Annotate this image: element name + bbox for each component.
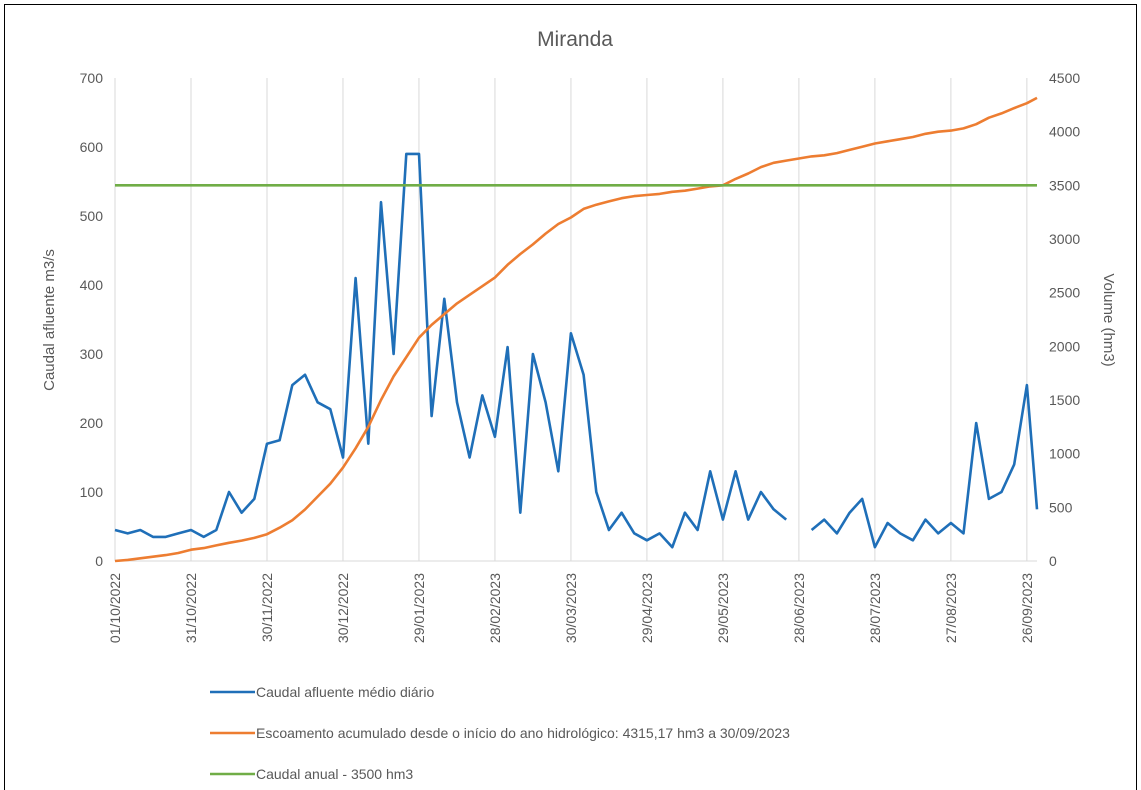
y2-tick-label: 2500 bbox=[1049, 285, 1080, 301]
y2-tick-label: 4000 bbox=[1049, 124, 1080, 140]
y2-tick-label: 4500 bbox=[1049, 70, 1080, 86]
y2-tick-label: 3500 bbox=[1049, 177, 1080, 193]
legend-label: Caudal anual - 3500 hm3 bbox=[256, 766, 413, 782]
y2-tick-label: 2000 bbox=[1049, 338, 1080, 354]
x-tick-label: 31/10/2022 bbox=[183, 573, 199, 643]
x-tick-label: 30/12/2022 bbox=[335, 573, 351, 643]
x-tick-label: 29/04/2023 bbox=[639, 573, 655, 643]
y-tick-label: 0 bbox=[95, 553, 103, 569]
series-line bbox=[114, 96, 1038, 563]
y2-tick-label: 500 bbox=[1049, 499, 1073, 515]
y-tick-label: 100 bbox=[80, 484, 104, 500]
y-tick-label: 400 bbox=[80, 277, 104, 293]
legend-label: Escoamento acumulado desde o início do a… bbox=[256, 725, 790, 741]
y2-tick-label: 1000 bbox=[1049, 446, 1080, 462]
chart-title: Miranda bbox=[537, 28, 613, 51]
y-axis-label: Caudal afluente m3/s bbox=[41, 249, 58, 391]
y2-tick-label: 0 bbox=[1049, 553, 1057, 569]
y2-tick-label: 3000 bbox=[1049, 231, 1080, 247]
x-tick-label: 30/11/2022 bbox=[259, 573, 275, 642]
x-tick-label: 29/05/2023 bbox=[715, 573, 731, 643]
x-tick-label: 26/09/2023 bbox=[1019, 573, 1035, 643]
y-tick-label: 300 bbox=[80, 346, 104, 362]
x-tick-label: 28/07/2023 bbox=[867, 573, 883, 643]
y-tick-label: 200 bbox=[80, 415, 104, 431]
y-tick-label: 700 bbox=[80, 70, 104, 86]
series-line bbox=[114, 152, 1039, 549]
y2-tick-label: 1500 bbox=[1049, 392, 1080, 408]
legend-label: Caudal afluente médio diário bbox=[256, 684, 434, 700]
x-tick-label: 30/03/2023 bbox=[563, 573, 579, 643]
x-tick-label: 29/01/2023 bbox=[411, 573, 427, 643]
x-tick-label: 28/02/2023 bbox=[487, 573, 503, 643]
y-tick-label: 500 bbox=[80, 208, 104, 224]
y-tick-label: 600 bbox=[80, 139, 104, 155]
x-tick-label: 01/10/2022 bbox=[107, 573, 123, 643]
x-tick-label: 27/08/2023 bbox=[943, 573, 959, 643]
y2-axis-label: Volume (hm3) bbox=[1100, 273, 1117, 366]
x-tick-label: 28/06/2023 bbox=[791, 573, 807, 643]
